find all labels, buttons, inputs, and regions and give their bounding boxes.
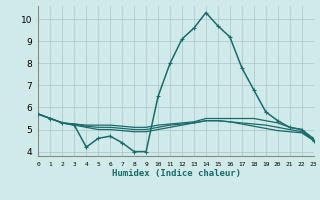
X-axis label: Humidex (Indice chaleur): Humidex (Indice chaleur) [111,169,241,178]
